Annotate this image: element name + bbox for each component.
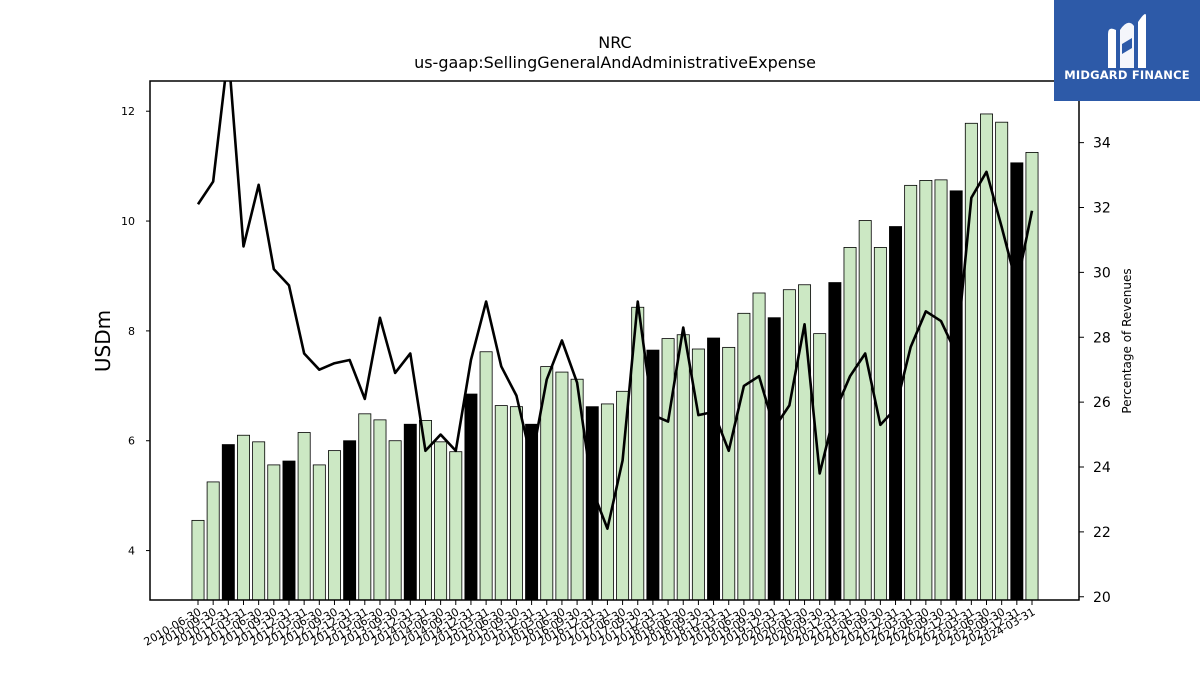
bar [1025, 151, 1039, 601]
bar [995, 121, 1009, 601]
bar [252, 441, 266, 601]
bar [737, 312, 751, 601]
bar [509, 406, 523, 601]
bars-group [191, 113, 1039, 601]
y-tick-label: 6 [128, 435, 135, 448]
bar [676, 334, 690, 601]
bar [237, 434, 250, 601]
bar [904, 184, 918, 601]
bar [600, 403, 614, 601]
bar [358, 413, 372, 601]
bar [828, 282, 842, 601]
midgard-logo-icon [1108, 14, 1146, 68]
bar [282, 460, 296, 601]
y2-tick-label: 22 [1093, 525, 1111, 541]
y2-tick-label: 24 [1093, 460, 1111, 476]
bar [434, 441, 448, 601]
bar [221, 444, 235, 601]
bar [464, 393, 478, 601]
bar [525, 423, 539, 601]
brand-logo: MIDGARD FINANCE [1054, 0, 1200, 101]
bar [373, 419, 387, 601]
bar [449, 451, 463, 601]
bar [267, 464, 281, 601]
bar [707, 337, 721, 601]
chart-title: NRC [598, 33, 631, 52]
y-axis-label: USDm [91, 310, 115, 372]
chart-subtitle: us-gaap:SellingGeneralAndAdministrativeE… [414, 53, 816, 72]
bar [964, 122, 978, 601]
bar [479, 351, 493, 601]
plot-frame [149, 80, 1080, 601]
y2-tick-label: 30 [1093, 265, 1111, 281]
bar [661, 338, 675, 601]
bar [494, 405, 508, 601]
series-line [196, 81, 1034, 530]
bar [206, 481, 220, 601]
bar [782, 289, 796, 601]
axes-group: 468101220222426283032342010-06-302010-09… [121, 80, 1111, 649]
bar [312, 464, 326, 601]
bar [297, 432, 311, 601]
bar [919, 180, 933, 601]
bar [403, 423, 417, 601]
bar [722, 346, 736, 601]
bar [949, 190, 963, 601]
y-tick-label: 12 [121, 105, 135, 118]
y-tick-label: 4 [128, 545, 135, 558]
y-tick-label: 8 [128, 325, 135, 338]
line-group [196, 81, 1034, 530]
bar [858, 220, 872, 601]
bar [343, 440, 357, 601]
bar [328, 450, 341, 601]
bar [767, 317, 781, 601]
y2-tick-label: 26 [1093, 395, 1111, 411]
y2-tick-label: 34 [1093, 136, 1111, 152]
y2-tick-label: 28 [1093, 330, 1111, 346]
y2-axis-label: Percentage of Revenues [1120, 268, 1134, 413]
bar [1010, 162, 1024, 601]
bar [934, 179, 948, 601]
bar [191, 519, 205, 601]
bar [752, 292, 766, 601]
y2-tick-label: 32 [1093, 201, 1111, 217]
bar [388, 440, 402, 601]
y2-tick-label: 20 [1093, 590, 1111, 606]
bar [555, 371, 569, 601]
y-tick-label: 10 [121, 215, 135, 228]
logo-text: MIDGARD FINANCE [1064, 68, 1190, 82]
bar [843, 247, 857, 601]
